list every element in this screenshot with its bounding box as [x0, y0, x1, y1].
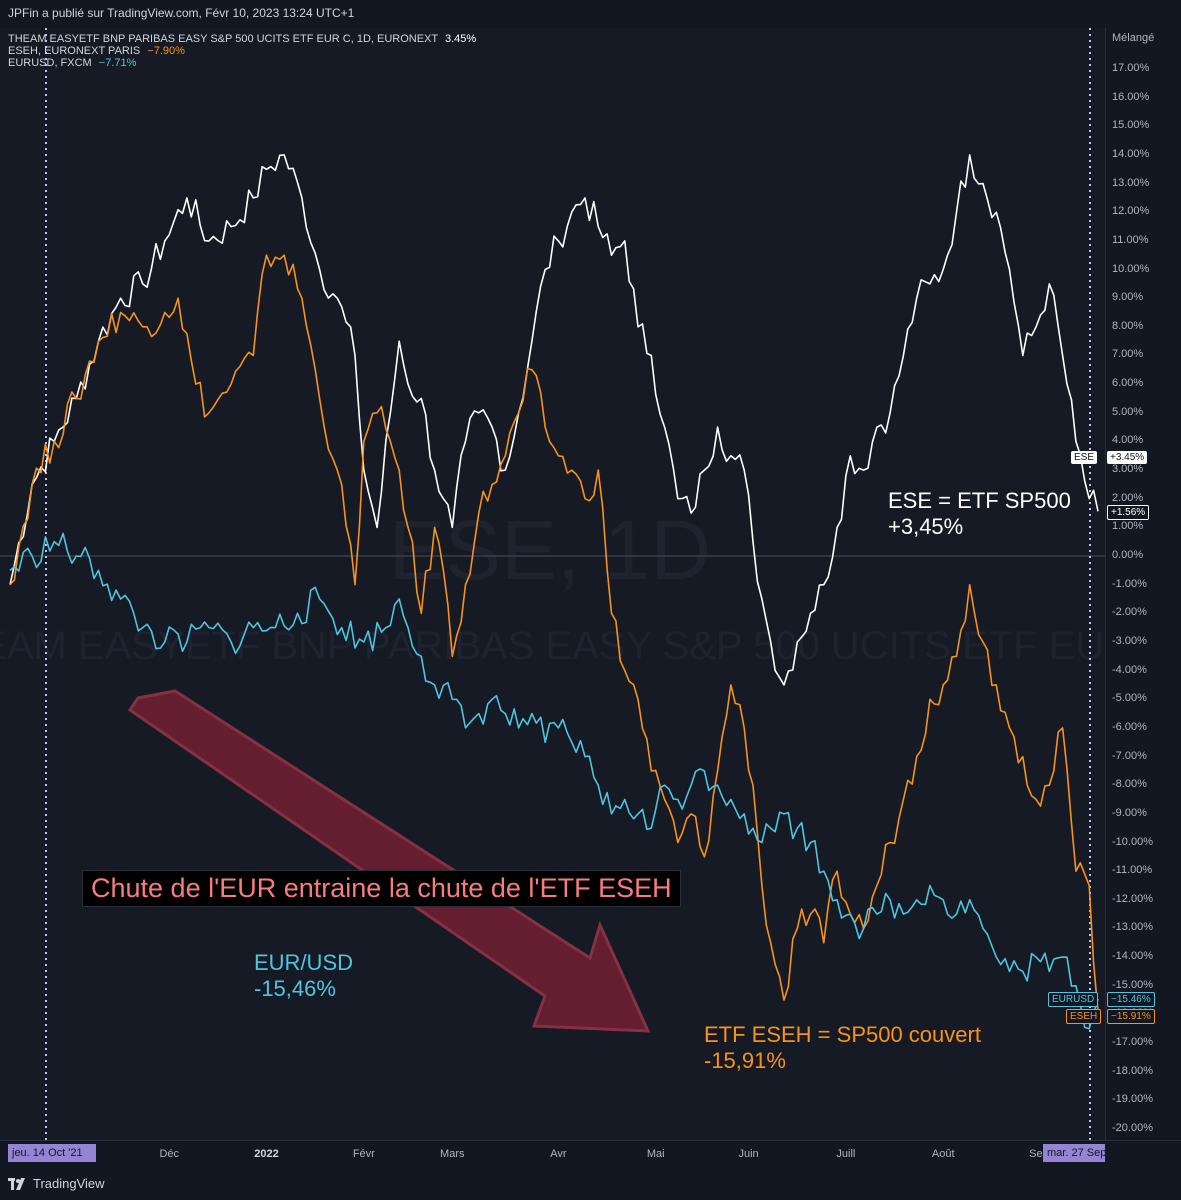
publish-info: JPFin a publié sur TradingView.com, Févr… — [8, 6, 355, 20]
time-tick-label: Mai — [646, 1148, 665, 1160]
legend-value-eseh: −7.90% — [147, 45, 185, 57]
footer: TradingView — [0, 1168, 1181, 1200]
tradingview-brand[interactable]: TradingView — [8, 1176, 105, 1191]
time-tick-label: Déc — [159, 1148, 179, 1160]
eseh-name-tag: ESEH — [1066, 1009, 1102, 1024]
watermark-symbol: ESE, 1D — [389, 503, 711, 597]
legend-value-ese: 3.45% — [445, 33, 477, 45]
eseh-annotation: ETF ESEH = SP500 couvert -15,91% — [704, 1022, 981, 1074]
time-tick-label: 2022 — [254, 1148, 279, 1160]
watermark-description: THEAM EASYETF BNP PARIBAS EASY S&P 500 U… — [0, 624, 1105, 668]
eurusd-annotation: EUR/USD -15,46% — [254, 950, 353, 1002]
legend-row-ese[interactable]: THEAM EASYETF BNP PARIBAS EASY S&P 500 U… — [8, 33, 476, 45]
legend-name-eurusd: EURUSD, FXCM — [8, 57, 92, 69]
scale-mode-label[interactable]: Mélangé — [1112, 32, 1155, 44]
legend-value-eurusd: −7.71% — [98, 57, 137, 69]
publish-bar: JPFin a publié sur TradingView.com, Févr… — [0, 0, 1181, 28]
ese-annotation-value: +3,45% — [888, 514, 964, 539]
eurusd-value-tag: −15.46% — [1107, 992, 1155, 1007]
start-date-marker: jeu. 14 Oct '21 — [8, 1144, 96, 1162]
series-line-eseh[interactable] — [9, 254, 1099, 1012]
time-tick-label: Août — [931, 1148, 955, 1160]
headline-text: Chute de l'EUR entraine la chute de l'ET… — [91, 873, 672, 903]
legend: THEAM EASYETF BNP PARIBAS EASY S&P 500 U… — [8, 33, 476, 69]
legend-row-eurusd[interactable]: EURUSD, FXCM −7.71% — [8, 57, 476, 69]
eurusd-name-tag: EURUSD — [1048, 992, 1099, 1007]
time-tick-label: Juin — [738, 1148, 759, 1160]
legend-name-ese: THEAM EASYETF BNP PARIBAS EASY S&P 500 U… — [8, 33, 438, 45]
eseh-annotation-title: ETF ESEH = SP500 couvert — [704, 1022, 981, 1047]
series-line-ese[interactable] — [9, 154, 1099, 686]
price-scale[interactable]: Mélangé — [1105, 28, 1181, 1140]
ese-value-tag: +3.45% — [1107, 451, 1148, 464]
legend-name-eseh: ESEH, EURONEXT PARIS — [8, 45, 141, 57]
headline-annotation: Chute de l'EUR entraine la chute de l'ET… — [82, 870, 681, 907]
end-date-marker: mar. 27 Sept '22 — [1043, 1144, 1105, 1162]
time-tick-label: Juill — [836, 1148, 856, 1160]
legend-row-eseh[interactable]: ESEH, EURONEXT PARIS −7.90% — [8, 45, 476, 57]
eseh-value-tag: −15.91% — [1107, 1009, 1155, 1024]
tradingview-logo-icon — [8, 1177, 25, 1190]
ese-annotation-title: ESE = ETF SP500 — [888, 488, 1071, 513]
time-tick-label: Févr — [352, 1148, 375, 1160]
chart-canvas: ESE, 1D THEAM EASYETF BNP PARIBAS EASY S&… — [0, 28, 1105, 1140]
down-arrow-shape — [127, 689, 651, 1033]
time-tick-label: Avr — [550, 1148, 567, 1160]
brand-label: TradingView — [33, 1176, 105, 1191]
ese-name-tag: ESE — [1071, 451, 1098, 464]
eurusd-annotation-value: -15,46% — [254, 976, 336, 1001]
chart-pane[interactable]: ESE, 1D THEAM EASYETF BNP PARIBAS EASY S&… — [0, 28, 1105, 1140]
ese-annotation: ESE = ETF SP500 +3,45% — [888, 488, 1071, 540]
eseh-annotation-value: -15,91% — [704, 1048, 786, 1073]
series-line-eurusd[interactable] — [9, 532, 1099, 1030]
time-tick-label: Mars — [440, 1148, 465, 1160]
ese-secondary-tag: +1.56% — [1107, 505, 1150, 520]
eurusd-annotation-title: EUR/USD — [254, 950, 354, 975]
time-axis[interactable] — [0, 1140, 1181, 1169]
